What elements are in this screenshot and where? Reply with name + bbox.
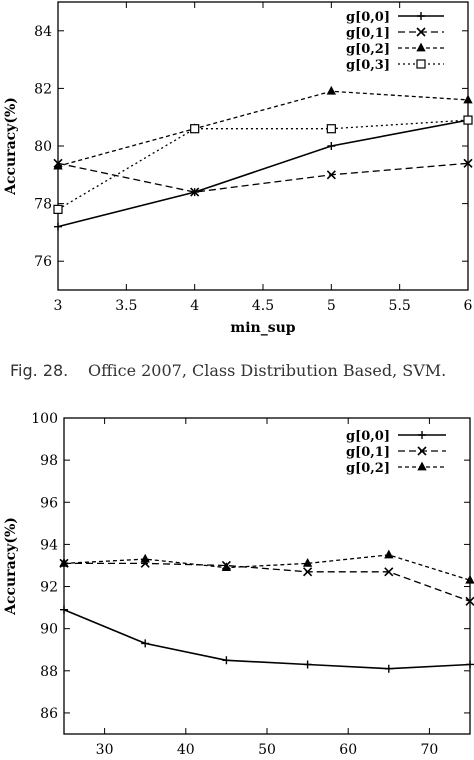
y-tick-label: 88	[40, 664, 58, 680]
legend-marker-2	[416, 42, 426, 52]
data-point-series-2	[463, 94, 473, 104]
series-line-0	[63, 608, 471, 670]
legend-marker-0	[417, 12, 425, 20]
data-point-series-3	[53, 204, 63, 214]
data-point-series-1	[465, 596, 474, 606]
y-tick-label: 94	[40, 537, 58, 553]
legend-label-2: g[0,2]	[346, 42, 390, 57]
x-tick-label: 50	[258, 742, 276, 758]
data-point-series-1	[190, 187, 200, 197]
x-tick-label: 30	[96, 742, 114, 758]
y-tick-label: 100	[31, 411, 58, 427]
series-line-2	[57, 90, 469, 167]
legend-marker-1	[417, 446, 427, 456]
y-tick-label: 92	[40, 580, 58, 596]
data-point-series-1	[384, 567, 394, 577]
plot-frame	[63, 417, 471, 735]
x-tick-label: 40	[177, 742, 195, 758]
y-tick-label: 86	[40, 706, 58, 722]
legend-marker-0	[418, 431, 426, 439]
x-tick-label: 5.5	[389, 298, 411, 314]
chart-bottom: 868890929496981003040506070min_supAccura…	[3, 411, 474, 758]
y-axis-label: Accuracy(%)	[3, 517, 19, 616]
data-point-series-1	[463, 158, 473, 168]
data-point-series-0	[466, 660, 474, 669]
data-point-series-2	[326, 85, 336, 95]
data-point-series-0	[141, 639, 150, 648]
data-point-series-2	[140, 553, 150, 563]
legend-label-2: g[0,2]	[346, 461, 390, 476]
figure-caption: Fig. 28. Office 2007, Class Distribution…	[10, 361, 446, 380]
series-line-3	[57, 119, 469, 210]
legend-label-0: g[0,0]	[346, 429, 390, 444]
x-tick-label: 4.5	[252, 298, 274, 314]
caption-text: Office 2007, Class Distribution Based, S…	[88, 361, 446, 380]
y-tick-label: 82	[34, 81, 52, 97]
legend-marker-2	[417, 461, 427, 471]
y-axis-label: Accuracy(%)	[3, 97, 19, 196]
y-tick-label: 98	[40, 453, 58, 469]
y-tick-label: 76	[34, 254, 52, 270]
x-tick-label: 3	[54, 298, 63, 314]
data-point-series-0	[222, 656, 231, 665]
series-line-0	[57, 119, 469, 228]
legend-label-1: g[0,1]	[346, 445, 390, 460]
data-point-series-2	[59, 558, 69, 567]
x-tick-label: 70	[420, 742, 438, 758]
series-line-1	[64, 562, 471, 602]
x-tick-label: 60	[339, 742, 357, 758]
x-tick-label: 4	[190, 298, 199, 314]
data-point-series-0	[60, 605, 68, 614]
y-tick-label: 84	[34, 24, 52, 40]
data-point-series-3	[463, 115, 473, 125]
caption-label: Fig. 28.	[10, 361, 68, 380]
y-tick-label: 80	[34, 139, 52, 155]
legend-label-1: g[0,1]	[346, 26, 390, 41]
x-tick-label: 6	[464, 298, 473, 314]
data-point-series-0	[384, 664, 393, 673]
series-line-2	[63, 554, 471, 581]
x-tick-label: 3.5	[115, 298, 137, 314]
data-point-series-2	[221, 562, 232, 571]
data-point-series-2	[53, 160, 63, 170]
y-tick-label: 90	[40, 622, 58, 638]
data-point-series-3	[326, 124, 336, 134]
legend-marker-3	[416, 59, 426, 69]
chart-top: 76 78 80 82 84 3 3.5 4 4.5 5 5.5 6 min_sup Accuracy(%…	[3, 1, 473, 336]
legend-label-3: g[0,3]	[346, 58, 390, 73]
plot-frame	[57, 1, 469, 291]
x-axis-label: min_sup	[230, 320, 295, 336]
data-point-series-2	[302, 558, 313, 567]
data-point-series-3	[190, 124, 200, 134]
data-point-series-1	[326, 170, 336, 180]
legend-label-0: g[0,0]	[346, 10, 390, 25]
y-tick-label: 96	[40, 495, 58, 511]
data-point-series-0	[327, 142, 336, 150]
series-line-1	[57, 162, 469, 193]
data-point-series-2	[465, 574, 474, 584]
data-point-series-0	[54, 222, 62, 231]
x-tick-label: 5	[327, 298, 336, 314]
y-tick-label: 78	[34, 197, 52, 213]
legend-marker-1	[416, 27, 426, 37]
data-point-series-0	[303, 660, 312, 669]
data-point-series-2	[384, 549, 394, 559]
data-point-series-1	[303, 567, 313, 577]
